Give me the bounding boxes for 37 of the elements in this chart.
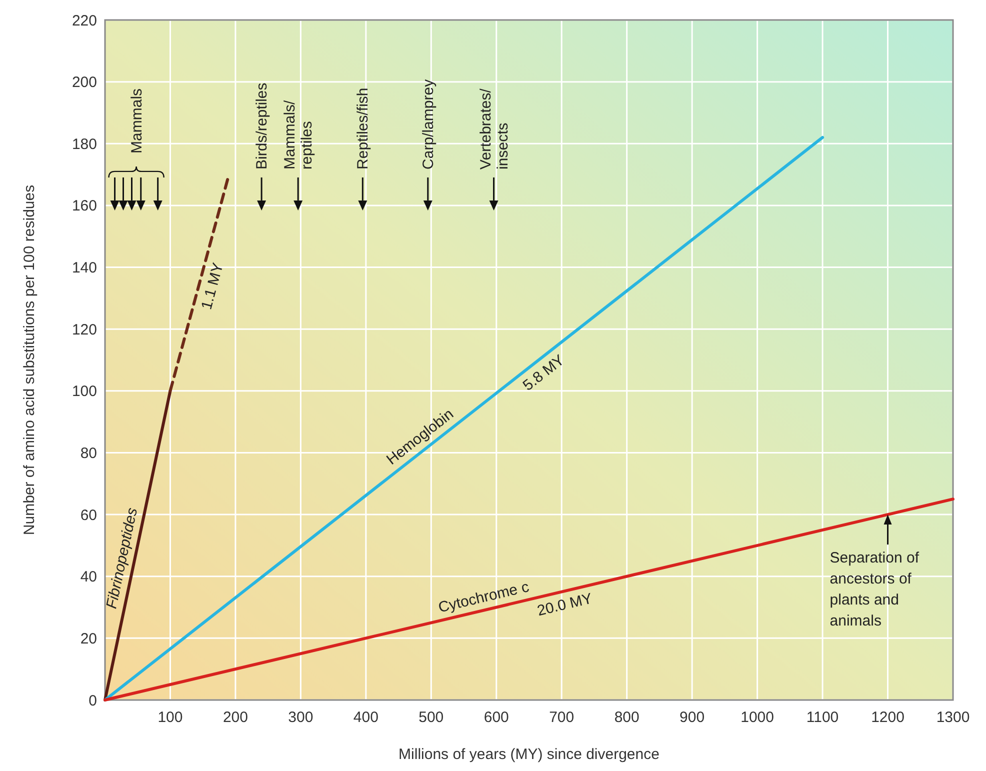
y-tick-label: 80 (80, 444, 97, 462)
annotation: Reptiles/fish (354, 88, 372, 170)
y-tick-label: 0 (88, 692, 97, 710)
x-tick-label: 700 (549, 709, 574, 726)
annotation: Separation of ancestors of plants and animals (830, 550, 920, 630)
y-tick-label: 220 (72, 12, 97, 30)
x-tick-label: 200 (222, 709, 248, 726)
x-tick-label: 1200 (871, 709, 904, 726)
y-tick-label: 40 (80, 568, 97, 586)
x-tick-label: 500 (418, 709, 444, 726)
x-tick-label: 1000 (740, 709, 774, 726)
y-tick-label: 200 (72, 74, 97, 92)
x-axis-title: Millions of years (MY) since divergence (398, 746, 660, 763)
x-tick-label: 1300 (936, 709, 970, 726)
y-tick-label: 120 (72, 321, 97, 338)
annotation: Birds/reptiles (254, 82, 271, 170)
x-tick-label: 100 (158, 709, 183, 726)
annotation: Mammals (128, 88, 146, 154)
x-tick-label: 300 (288, 709, 314, 726)
annotation: 5.8 MY (520, 352, 568, 394)
y-tick-label: 20 (80, 630, 97, 648)
y-axis-title: Number of amino acid substitutions per 100 residues (21, 184, 38, 536)
x-tick-label: 1100 (806, 709, 839, 726)
annotation: Mammals/ reptiles (282, 99, 316, 170)
annotation: Vertebrates/ insects (477, 88, 512, 170)
x-tick-label: 900 (680, 709, 705, 726)
annotation: 20.0 MY (536, 590, 594, 620)
y-tick-label: 100 (72, 383, 97, 400)
y-tick-label: 180 (72, 136, 97, 153)
y-tick-label: 60 (80, 506, 97, 524)
x-tick-label: 400 (353, 709, 378, 726)
x-tick-label: 800 (614, 709, 640, 726)
annotation: 1.1 MY (198, 261, 228, 312)
x-tick-label: 600 (484, 709, 509, 726)
y-tick-label: 140 (72, 260, 97, 277)
y-tick-label: 160 (72, 198, 97, 215)
annotation: Carp/lamprey (420, 78, 437, 170)
